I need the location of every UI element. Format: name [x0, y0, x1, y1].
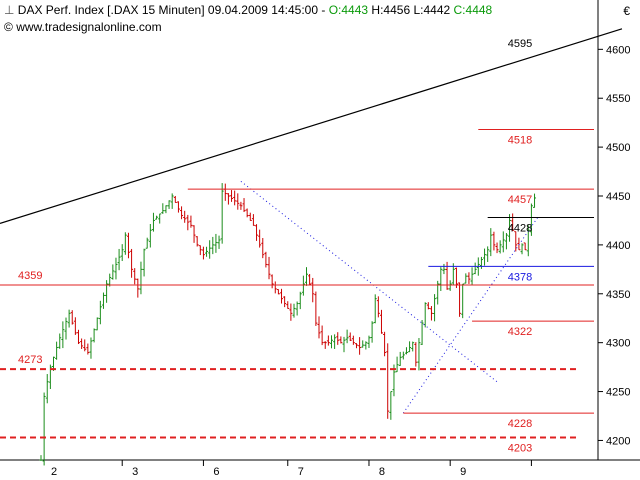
y-tick-label: 4200	[606, 435, 630, 447]
level-label: 4518	[508, 135, 532, 147]
level-label: 4359	[18, 270, 42, 282]
level-label: 4228	[508, 418, 532, 430]
y-tick-label: 4600	[606, 44, 630, 56]
plot-area	[0, 0, 598, 460]
x-tick-label: 2	[51, 466, 57, 478]
chart-overlays	[0, 28, 623, 439]
close-value: C:4448	[453, 3, 493, 17]
axis-labels: 4200 4250 4300 4350 4400 4450 4500 4550 4600 2 3 6 7…	[18, 38, 630, 478]
open-value: O:4443	[328, 3, 369, 17]
price-bars	[39, 183, 537, 466]
x-tick-label: 3	[132, 466, 138, 478]
y-tick-label: 4250	[606, 387, 630, 399]
high-value: H:4456	[371, 3, 411, 17]
chart-header: ⊥ DAX Perf. Index [.DAX 15 Minuten] 09.0…	[4, 3, 492, 17]
low-value: L:4442	[413, 3, 451, 17]
copyright-icon: ©	[4, 20, 13, 34]
chart-title: DAX Perf. Index [.DAX 15 Minuten]	[17, 3, 205, 17]
level-label: 4273	[18, 354, 42, 366]
y-tick-label: 4300	[606, 338, 630, 350]
level-label: 4203	[508, 443, 532, 455]
level-label: 4595	[508, 38, 532, 50]
level-label: 4378	[508, 271, 532, 283]
separator: -	[321, 3, 326, 17]
chart-datetime: 09.04.2009 14:45:00	[207, 3, 319, 17]
level-label: 4322	[508, 326, 532, 338]
source-url-text: www.tradesignalonline.com	[16, 20, 162, 34]
x-tick-label: 7	[298, 466, 304, 478]
chart-grid	[0, 0, 640, 461]
trendline	[0, 28, 623, 224]
y-tick-label: 4550	[606, 93, 630, 105]
level-label: 4428	[508, 223, 532, 235]
bar-chart-icon: ⊥	[4, 3, 15, 17]
y-tick-label: 4350	[606, 289, 630, 301]
y-tick-label: 4500	[606, 142, 630, 154]
x-tick-label: 9	[460, 466, 466, 478]
x-tick-label: 6	[213, 466, 219, 478]
axis-ticks	[121, 48, 603, 466]
y-tick-label: 4400	[606, 240, 630, 252]
source-url[interactable]: © www.tradesignalonline.com	[4, 20, 162, 34]
y-tick-label: 4450	[606, 191, 630, 203]
x-tick-label: 8	[379, 466, 385, 478]
level-label: 4457	[508, 194, 532, 206]
currency-label: €	[623, 4, 630, 18]
